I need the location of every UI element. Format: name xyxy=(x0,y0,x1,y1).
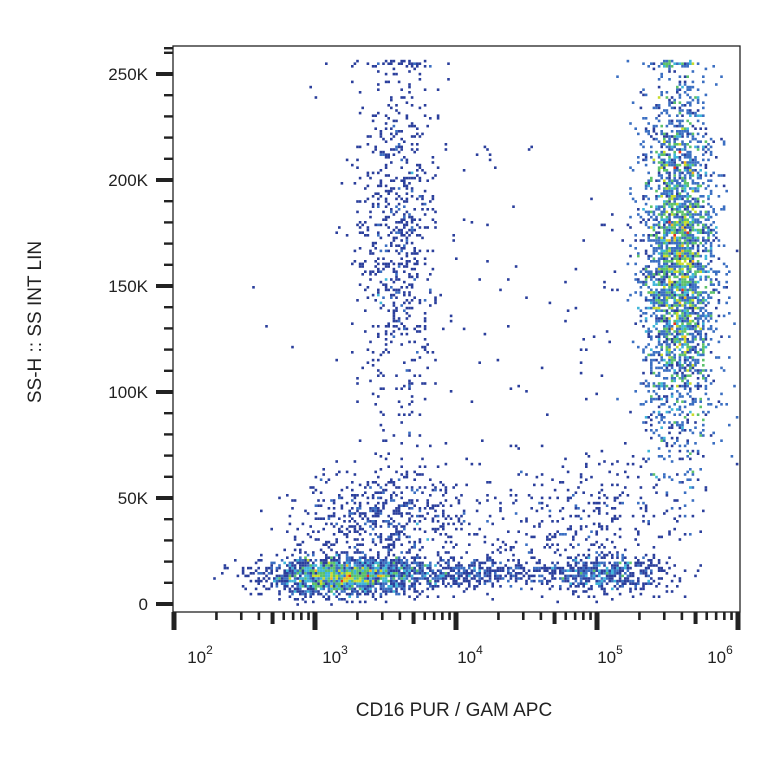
y-minor-tick xyxy=(164,263,173,266)
x-tick-label: 103 xyxy=(322,643,348,667)
y-minor-tick xyxy=(164,157,173,160)
y-major-tick xyxy=(156,178,173,182)
y-minor-tick xyxy=(164,136,173,139)
x-major-tick xyxy=(312,612,318,630)
y-minor-tick xyxy=(164,560,173,563)
y-minor-tick xyxy=(164,433,173,436)
y-major-tick xyxy=(156,72,173,76)
y-tick-label: 150K xyxy=(108,277,148,296)
x-minor-tick xyxy=(270,612,275,624)
y-axis-title: SS-H :: SS INT LIN xyxy=(25,241,46,403)
y-minor-tick xyxy=(164,327,173,330)
y-minor-tick xyxy=(164,581,173,584)
x-minor-tick xyxy=(693,612,698,624)
x-minor-tick xyxy=(497,612,500,620)
x-minor-tick xyxy=(448,612,451,620)
x-minor-tick xyxy=(356,612,359,620)
y-minor-tick xyxy=(164,115,173,118)
y-tick-label: 50K xyxy=(118,489,149,508)
x-minor-tick xyxy=(573,612,577,620)
x-tick-label: 105 xyxy=(597,643,623,667)
x-minor-tick xyxy=(723,612,726,620)
x-minor-tick xyxy=(521,612,525,620)
y-minor-tick xyxy=(164,369,173,372)
x-minor-tick xyxy=(215,612,218,620)
y-minor-tick xyxy=(164,242,173,245)
x-axis-title: CD16 PUR / GAM APC xyxy=(356,700,552,721)
x-minor-tick xyxy=(638,612,641,620)
x-minor-tick xyxy=(705,612,709,620)
y-minor-tick xyxy=(164,539,173,542)
y-minor-tick xyxy=(164,412,173,415)
x-minor-tick xyxy=(662,612,666,620)
x-minor-tick xyxy=(730,612,733,620)
y-tick-label: 250K xyxy=(108,65,148,84)
y-minor-tick xyxy=(164,475,173,478)
y-minor-tick xyxy=(164,518,173,521)
x-minor-tick xyxy=(582,612,585,620)
y-minor-tick xyxy=(164,94,173,97)
y-major-tick xyxy=(156,284,173,288)
y-minor-tick xyxy=(164,306,173,309)
y-minor-tick xyxy=(164,454,173,457)
x-minor-tick xyxy=(564,612,568,620)
x-tick-label: 106 xyxy=(707,643,733,667)
x-minor-tick xyxy=(423,612,427,620)
y-tick-label: 0 xyxy=(139,595,148,614)
x-major-tick xyxy=(594,612,600,630)
y-major-tick xyxy=(156,390,173,394)
x-major-tick xyxy=(453,612,459,630)
x-minor-tick xyxy=(291,612,295,620)
x-minor-tick xyxy=(257,612,261,620)
y-minor-tick xyxy=(164,348,173,351)
x-minor-tick xyxy=(539,612,543,620)
x-minor-tick xyxy=(307,612,310,620)
x-major-tick xyxy=(171,612,177,630)
data-points xyxy=(213,59,739,606)
x-tick-label: 102 xyxy=(187,643,213,667)
x-minor-tick xyxy=(589,612,592,620)
x-minor-tick xyxy=(680,612,684,620)
y-major-tick xyxy=(156,496,173,500)
y-minor-tick xyxy=(164,200,173,203)
x-minor-tick xyxy=(300,612,303,620)
x-minor-tick xyxy=(398,612,402,620)
y-axis: 0 50K 100K 150K 200K 250K xyxy=(108,47,173,614)
x-minor-tick xyxy=(714,612,718,620)
x-minor-tick xyxy=(380,612,384,620)
y-minor-tick xyxy=(164,47,173,50)
y-tick-label: 100K xyxy=(108,383,148,402)
y-minor-tick xyxy=(164,51,173,54)
x-minor-tick xyxy=(282,612,286,620)
x-axis: 102 103 104 105 106 xyxy=(171,612,741,667)
x-minor-tick xyxy=(411,612,416,624)
x-minor-tick xyxy=(432,612,436,620)
x-minor-tick xyxy=(239,612,243,620)
y-major-tick xyxy=(156,602,173,606)
y-minor-tick xyxy=(164,221,173,224)
y-tick-label: 200K xyxy=(108,171,148,190)
x-minor-tick xyxy=(552,612,557,624)
x-tick-label: 104 xyxy=(457,643,483,667)
x-major-tick xyxy=(735,612,741,630)
x-minor-tick xyxy=(441,612,444,620)
